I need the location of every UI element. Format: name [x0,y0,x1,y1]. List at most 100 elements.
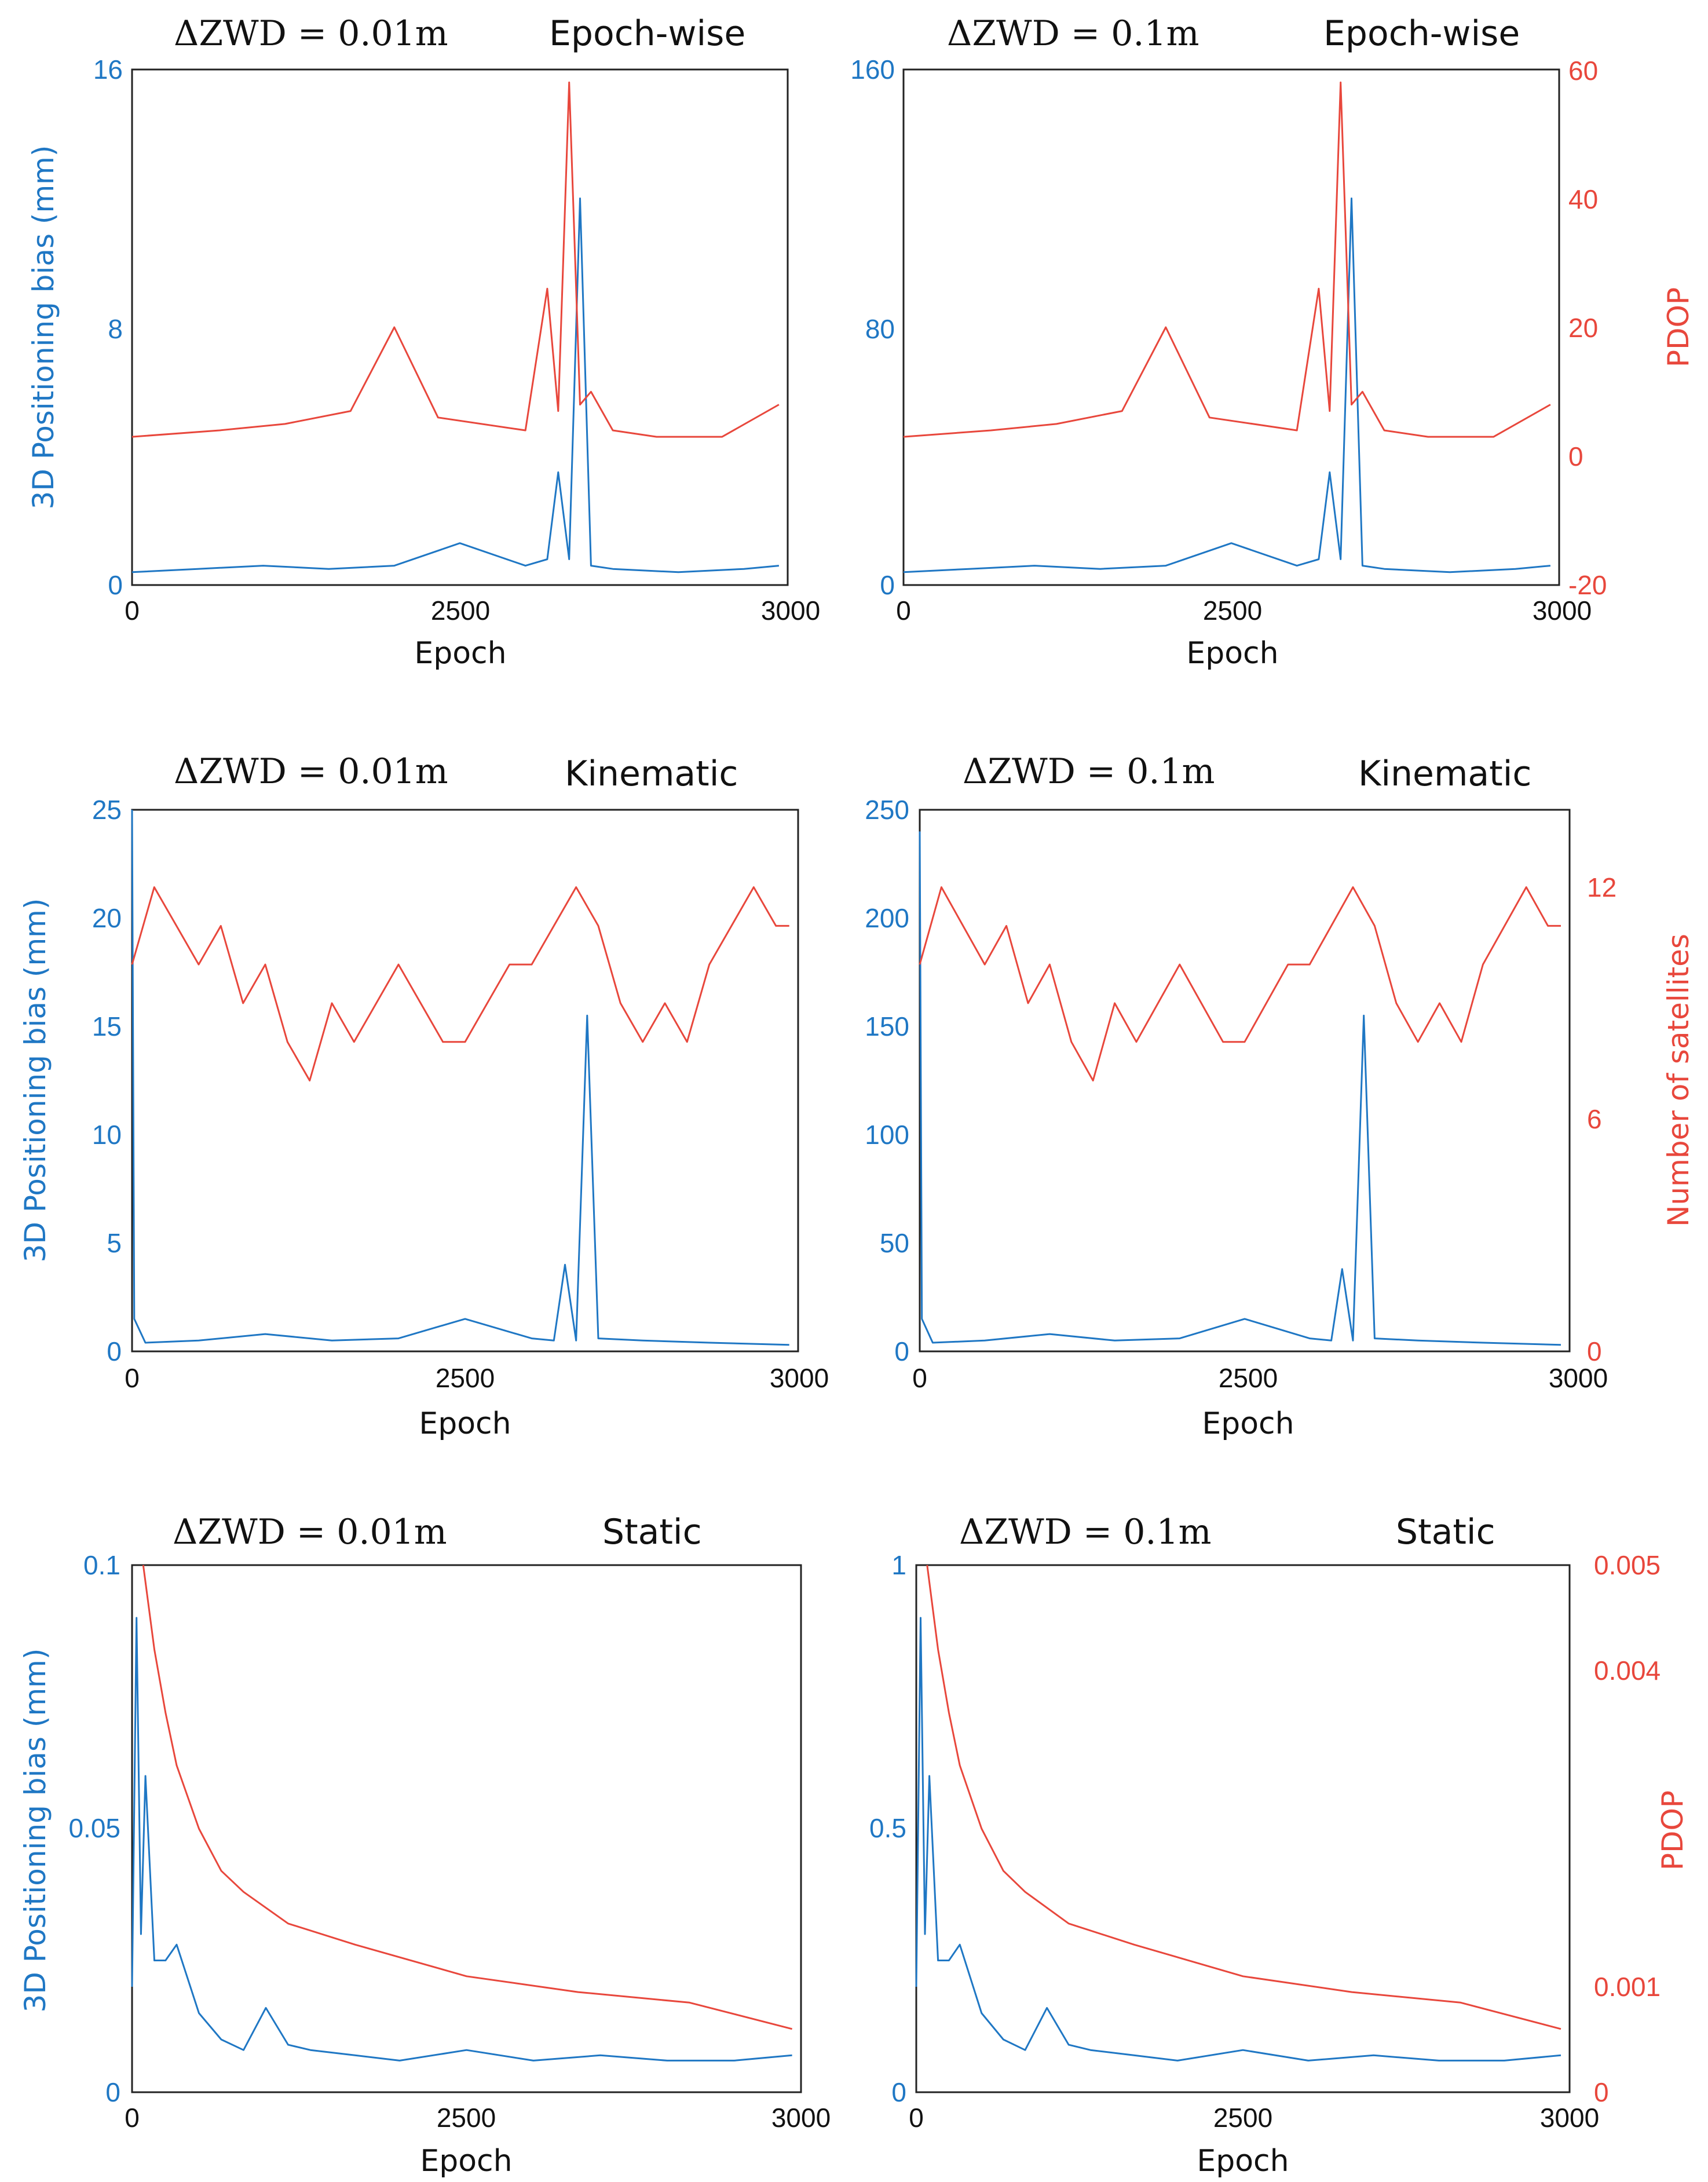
y-tick-label: 80 [865,314,895,344]
y-tick-label: 1 [891,1550,906,1580]
x-tick-label: 2500 [431,595,490,626]
x-tick-label: 0 [909,2103,924,2133]
series-line-right-1 [903,81,1551,438]
panel-frame [131,1564,802,2093]
series-line-right-1 [919,886,1561,1081]
x-axis-label: Epoch [419,1406,511,1441]
y-axis-label-right: PDOP [1662,287,1695,367]
y-right-tick-label: 20 [1568,313,1598,343]
title-formula: ΔZWD = 0.01m [173,1512,447,1552]
series-line-left-0 [919,831,1561,1346]
y-tick-label: 0 [894,1336,909,1366]
y-tick-label: 0.5 [869,1813,906,1843]
title-mode: Kinematic [565,754,738,794]
panel-5-marks [131,1565,792,2062]
y-tick-label: 200 [865,903,909,933]
y-right-tick-label: 0.004 [1594,1655,1661,1686]
panel-6: ΔZWD = 0.1m Static 0 0.5 1 0 0.001 0.004… [869,1512,1689,2179]
y-right-tick-label: 6 [1587,1104,1602,1134]
x-tick-label: 3000 [771,2103,831,2133]
panel-3-marks [131,809,789,1346]
panel-5: ΔZWD = 0.01m Static 0 0.05 0.1 0 2500 30… [19,1512,831,2179]
panel-frame [131,809,799,1353]
x-tick-label: 3000 [770,1363,829,1393]
x-tick-label: 3000 [1540,2103,1599,2133]
title-formula: ΔZWD = 0.01m [174,13,448,54]
series-line-left-0 [903,198,1551,573]
panel-frame [902,68,1560,586]
y-tick-label: 250 [865,795,909,825]
x-tick-label: 0 [912,1363,927,1393]
title-formula: ΔZWD = 0.1m [959,1512,1212,1552]
x-tick-label: 0 [125,1363,140,1393]
panel-4-marks [919,831,1561,1346]
panel-frame [131,68,789,586]
x-axis-label: Epoch [1202,1406,1294,1441]
panel-frame [919,809,1571,1353]
x-tick-label: 3000 [761,595,820,626]
series-line-right-1 [142,1565,792,2030]
y-right-tick-label: 0 [1568,441,1583,472]
y-right-tick-label: 40 [1568,184,1598,214]
title-formula: ΔZWD = 0.1m [963,751,1215,792]
panel-4: ΔZWD = 0.1m Kinematic 0 50 100 150 200 2… [865,751,1695,1441]
x-axis-label: Epoch [420,2144,512,2179]
series-line-left-0 [131,809,789,1346]
y-tick-label: 150 [865,1011,909,1041]
y-tick-label: 5 [107,1228,122,1258]
series-line-right-1 [131,81,780,438]
x-axis-label: Epoch [414,636,506,671]
x-tick-label: 2500 [1219,1363,1278,1393]
y-tick-label: 0 [107,1336,122,1366]
y-tick-label: 10 [92,1120,122,1150]
x-tick-label: 3000 [1533,595,1592,626]
panel-frame [915,1564,1571,2093]
y-tick-label: 0.05 [68,1813,120,1843]
y-tick-label: 8 [108,314,123,344]
panel-3: ΔZWD = 0.01m Kinematic 0 5 10 15 20 25 0… [19,751,829,1441]
y-right-tick-label: 12 [1587,872,1616,902]
title-mode: Static [1396,1512,1495,1552]
series-line-left-0 [131,198,780,573]
y-tick-label: 100 [865,1120,909,1150]
series-line-right-1 [131,886,789,1081]
x-tick-label: 2500 [437,2103,496,2133]
y-axis-label-left: 3D Positioning bias (mm) [19,1649,52,2013]
series-line-right-1 [926,1565,1561,2030]
y-tick-label: 0 [880,570,895,600]
y-tick-label: 20 [92,903,122,933]
x-tick-label: 2500 [1213,2103,1272,2133]
y-tick-label: 160 [850,54,895,85]
x-tick-label: 3000 [1549,1363,1608,1393]
series-line-left-0 [131,1617,792,2062]
x-axis-label: Epoch [1186,636,1278,671]
x-tick-label: 2500 [436,1363,495,1393]
y-axis-label-right: Number of satellites [1662,934,1695,1227]
panel-1: ΔZWD = 0.01m Epoch-wise 0 8 16 0 2500 30… [27,13,820,671]
title-formula: ΔZWD = 0.1m [947,13,1199,54]
y-tick-label: 16 [93,54,123,85]
panel-2: ΔZWD = 0.1m Epoch-wise 0 80 160 -20 0 20… [850,13,1695,671]
title-mode: Kinematic [1358,754,1531,794]
y-tick-label: 0 [108,570,123,600]
panel-6-marks [915,1565,1561,2062]
y-axis-label-left: 3D Positioning bias (mm) [27,145,60,510]
y-tick-label: 0.1 [83,1550,120,1580]
y-tick-label: 25 [92,795,122,825]
y-tick-label: 0 [891,2077,906,2107]
title-mode: Epoch-wise [549,13,745,54]
title-formula: ΔZWD = 0.01m [174,751,448,792]
y-axis-label-right: PDOP [1656,1790,1689,1870]
x-tick-label: 0 [896,595,911,626]
y-tick-label: 15 [92,1011,122,1041]
title-mode: Epoch-wise [1323,13,1520,54]
y-right-tick-label: 0.001 [1594,1972,1661,2002]
title-mode: Static [602,1512,702,1552]
x-tick-label: 0 [125,595,140,626]
y-right-tick-label: -20 [1568,570,1607,600]
y-tick-label: 50 [880,1228,909,1258]
x-axis-label: Epoch [1197,2144,1289,2179]
panel-1-marks [131,81,780,573]
y-right-tick-label: 0 [1587,1336,1602,1366]
